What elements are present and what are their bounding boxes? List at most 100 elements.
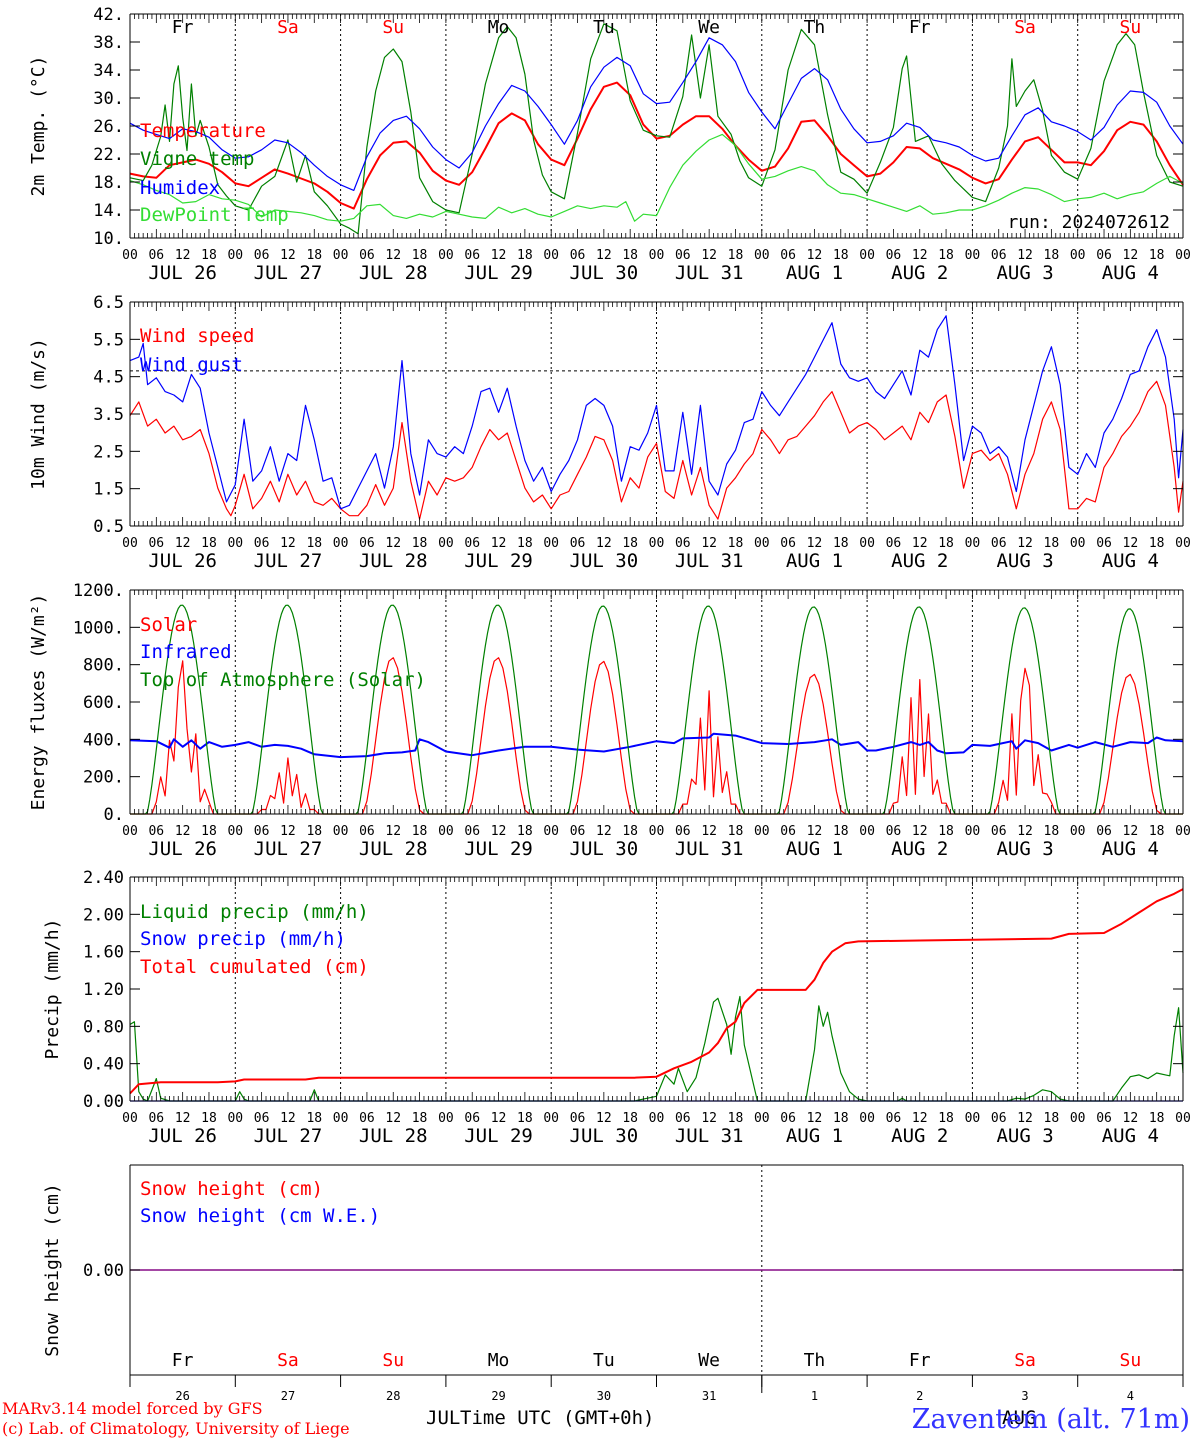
wind-hour-label: 00 [859,536,875,551]
temp-hour-label: 00 [965,248,981,263]
snow-weekday-label: Fr [172,1350,194,1371]
wind-legend-wind-gust: Wind gust [140,354,243,376]
precip-y-tick-label: 1.20 [83,980,124,1000]
precip-hour-label: 06 [254,1111,270,1126]
energy-hour-label: 00 [649,824,665,839]
wind-y-tick-label: 2.5 [93,442,124,462]
snow-weekday-label: Sa [1014,1350,1036,1371]
snow-day-number: 3 [1021,1389,1028,1403]
temp-y-axis-label: 2m Temp. (°C) [28,56,49,197]
temp-hour-label: 12 [701,248,717,263]
energy-hour-label: 06 [570,824,586,839]
precip-hour-label: 06 [886,1111,902,1126]
top-weekday-label: Su [382,17,404,38]
snow-day-number: 2 [916,1389,923,1403]
wind-hour-label: 12 [385,536,401,551]
snow-weekday-label: Su [1120,1350,1142,1371]
run-note: run: 2024072612 [1007,212,1170,233]
temp-hour-label: 06 [254,248,270,263]
energy-hour-label: 00 [122,824,138,839]
wind-hour-label: 06 [886,536,902,551]
snow-legend-snow-height-cm-w-e: Snow height (cm W.E.) [140,1205,380,1227]
energy-legend-infrared: Infrared [140,641,232,663]
temp-y-tick-label: 22. [93,145,124,165]
wind-y-axis-label: 10m Wind (m/s) [28,338,49,490]
precip-y-tick-label: 2.00 [83,905,124,925]
wind-hour-label: 18 [728,536,744,551]
precip-hour-label: 06 [675,1111,691,1126]
wind-hour-label: 12 [280,536,296,551]
top-weekday-label: Su [1120,17,1142,38]
precip-hour-label: 00 [122,1111,138,1126]
grid-layer [130,14,1183,1375]
wind-date-label: JUL 30 [570,550,639,572]
energy-hour-label: 12 [1017,824,1033,839]
wind-hour-label: 12 [1123,536,1139,551]
energy-hour-label: 18 [622,824,638,839]
wind-hour-label: 06 [675,536,691,551]
temp-hour-label: 00 [122,248,138,263]
snow-legend-snow-height-cm: Snow height (cm) [140,1178,323,1200]
temp-date-label: AUG 2 [891,262,948,284]
precip-legend-liquid-precip-mm-h: Liquid precip (mm/h) [140,901,369,923]
frame-layer [129,13,1184,1393]
precip-hour-label: 12 [280,1111,296,1126]
precip-hour-label: 12 [1123,1111,1139,1126]
temp-hour-label: 00 [754,248,770,263]
wind-y-tick-label: 0.5 [93,517,124,537]
energy-hour-label: 18 [728,824,744,839]
energy-hour-label: 12 [701,824,717,839]
precip-hour-label: 00 [754,1111,770,1126]
wind-date-label: JUL 28 [359,550,428,572]
energy-y-axis-label: Energy fluxes (W/m²) [28,594,49,811]
temp-hour-label: 12 [280,248,296,263]
temp-y-tick-label: 42. [93,5,124,25]
precip-hour-label: 00 [227,1111,243,1126]
energy-date-label: AUG 2 [891,838,948,860]
wind-hour-label: 18 [1044,536,1060,551]
wind-hour-label: 18 [938,536,954,551]
wind-hour-label: 18 [201,536,217,551]
wind-y-tick-label: 5.5 [93,330,124,350]
precip-hour-label: 18 [517,1111,533,1126]
footer-month-right: AUG [1002,1407,1036,1429]
temp-y-tick-label: 26. [93,117,124,137]
temp-hour-label: 06 [675,248,691,263]
energy-hour-label: 18 [201,824,217,839]
footer-model-line: MARv3.14 model forced by GFS [2,1399,263,1418]
wind-hour-label: 18 [306,536,322,551]
temp-hour-label: 06 [570,248,586,263]
temp-hour-label: 18 [728,248,744,263]
top-weekday-label: Fr [909,17,931,38]
snow-weekday-label: We [698,1350,720,1371]
wind-legend-wind-speed: Wind speed [140,325,254,347]
precip-hour-label: 06 [359,1111,375,1126]
energy-legend-solar: Solar [140,614,197,636]
wind-hour-label: 18 [833,536,849,551]
energy-date-label: JUL 31 [675,838,744,860]
wind-y-tick-label: 6.5 [93,293,124,313]
wind-y-tick-label: 4.5 [93,368,124,388]
precip-hour-label: 18 [833,1111,849,1126]
temp-legend-temperature: Temperature [140,120,266,142]
energy-date-label: JUL 26 [148,838,217,860]
precip-y-tick-label: 0.00 [83,1092,124,1112]
temp-series-temperature-line [129,81,1184,210]
wind-date-label: JUL 29 [464,550,533,572]
energy-hour-label: 00 [333,824,349,839]
precip-hour-label: 18 [622,1111,638,1126]
temp-date-label: JUL 26 [148,262,217,284]
snow-day-number: 1 [811,1389,818,1403]
temp-hour-label: 12 [175,248,191,263]
wind-hour-label: 00 [965,536,981,551]
wind-hour-label: 00 [543,536,559,551]
temp-hour-label: 18 [1044,248,1060,263]
energy-hour-label: 12 [912,824,928,839]
precip-hour-label: 00 [965,1111,981,1126]
energy-y-tick-label: 800. [83,656,124,676]
energy-hour-label: 12 [385,824,401,839]
temp-legend-vigne-temp: Vigne temp [140,148,254,170]
wind-hour-label: 00 [227,536,243,551]
wind-hour-label: 12 [175,536,191,551]
energy-hour-label: 06 [359,824,375,839]
